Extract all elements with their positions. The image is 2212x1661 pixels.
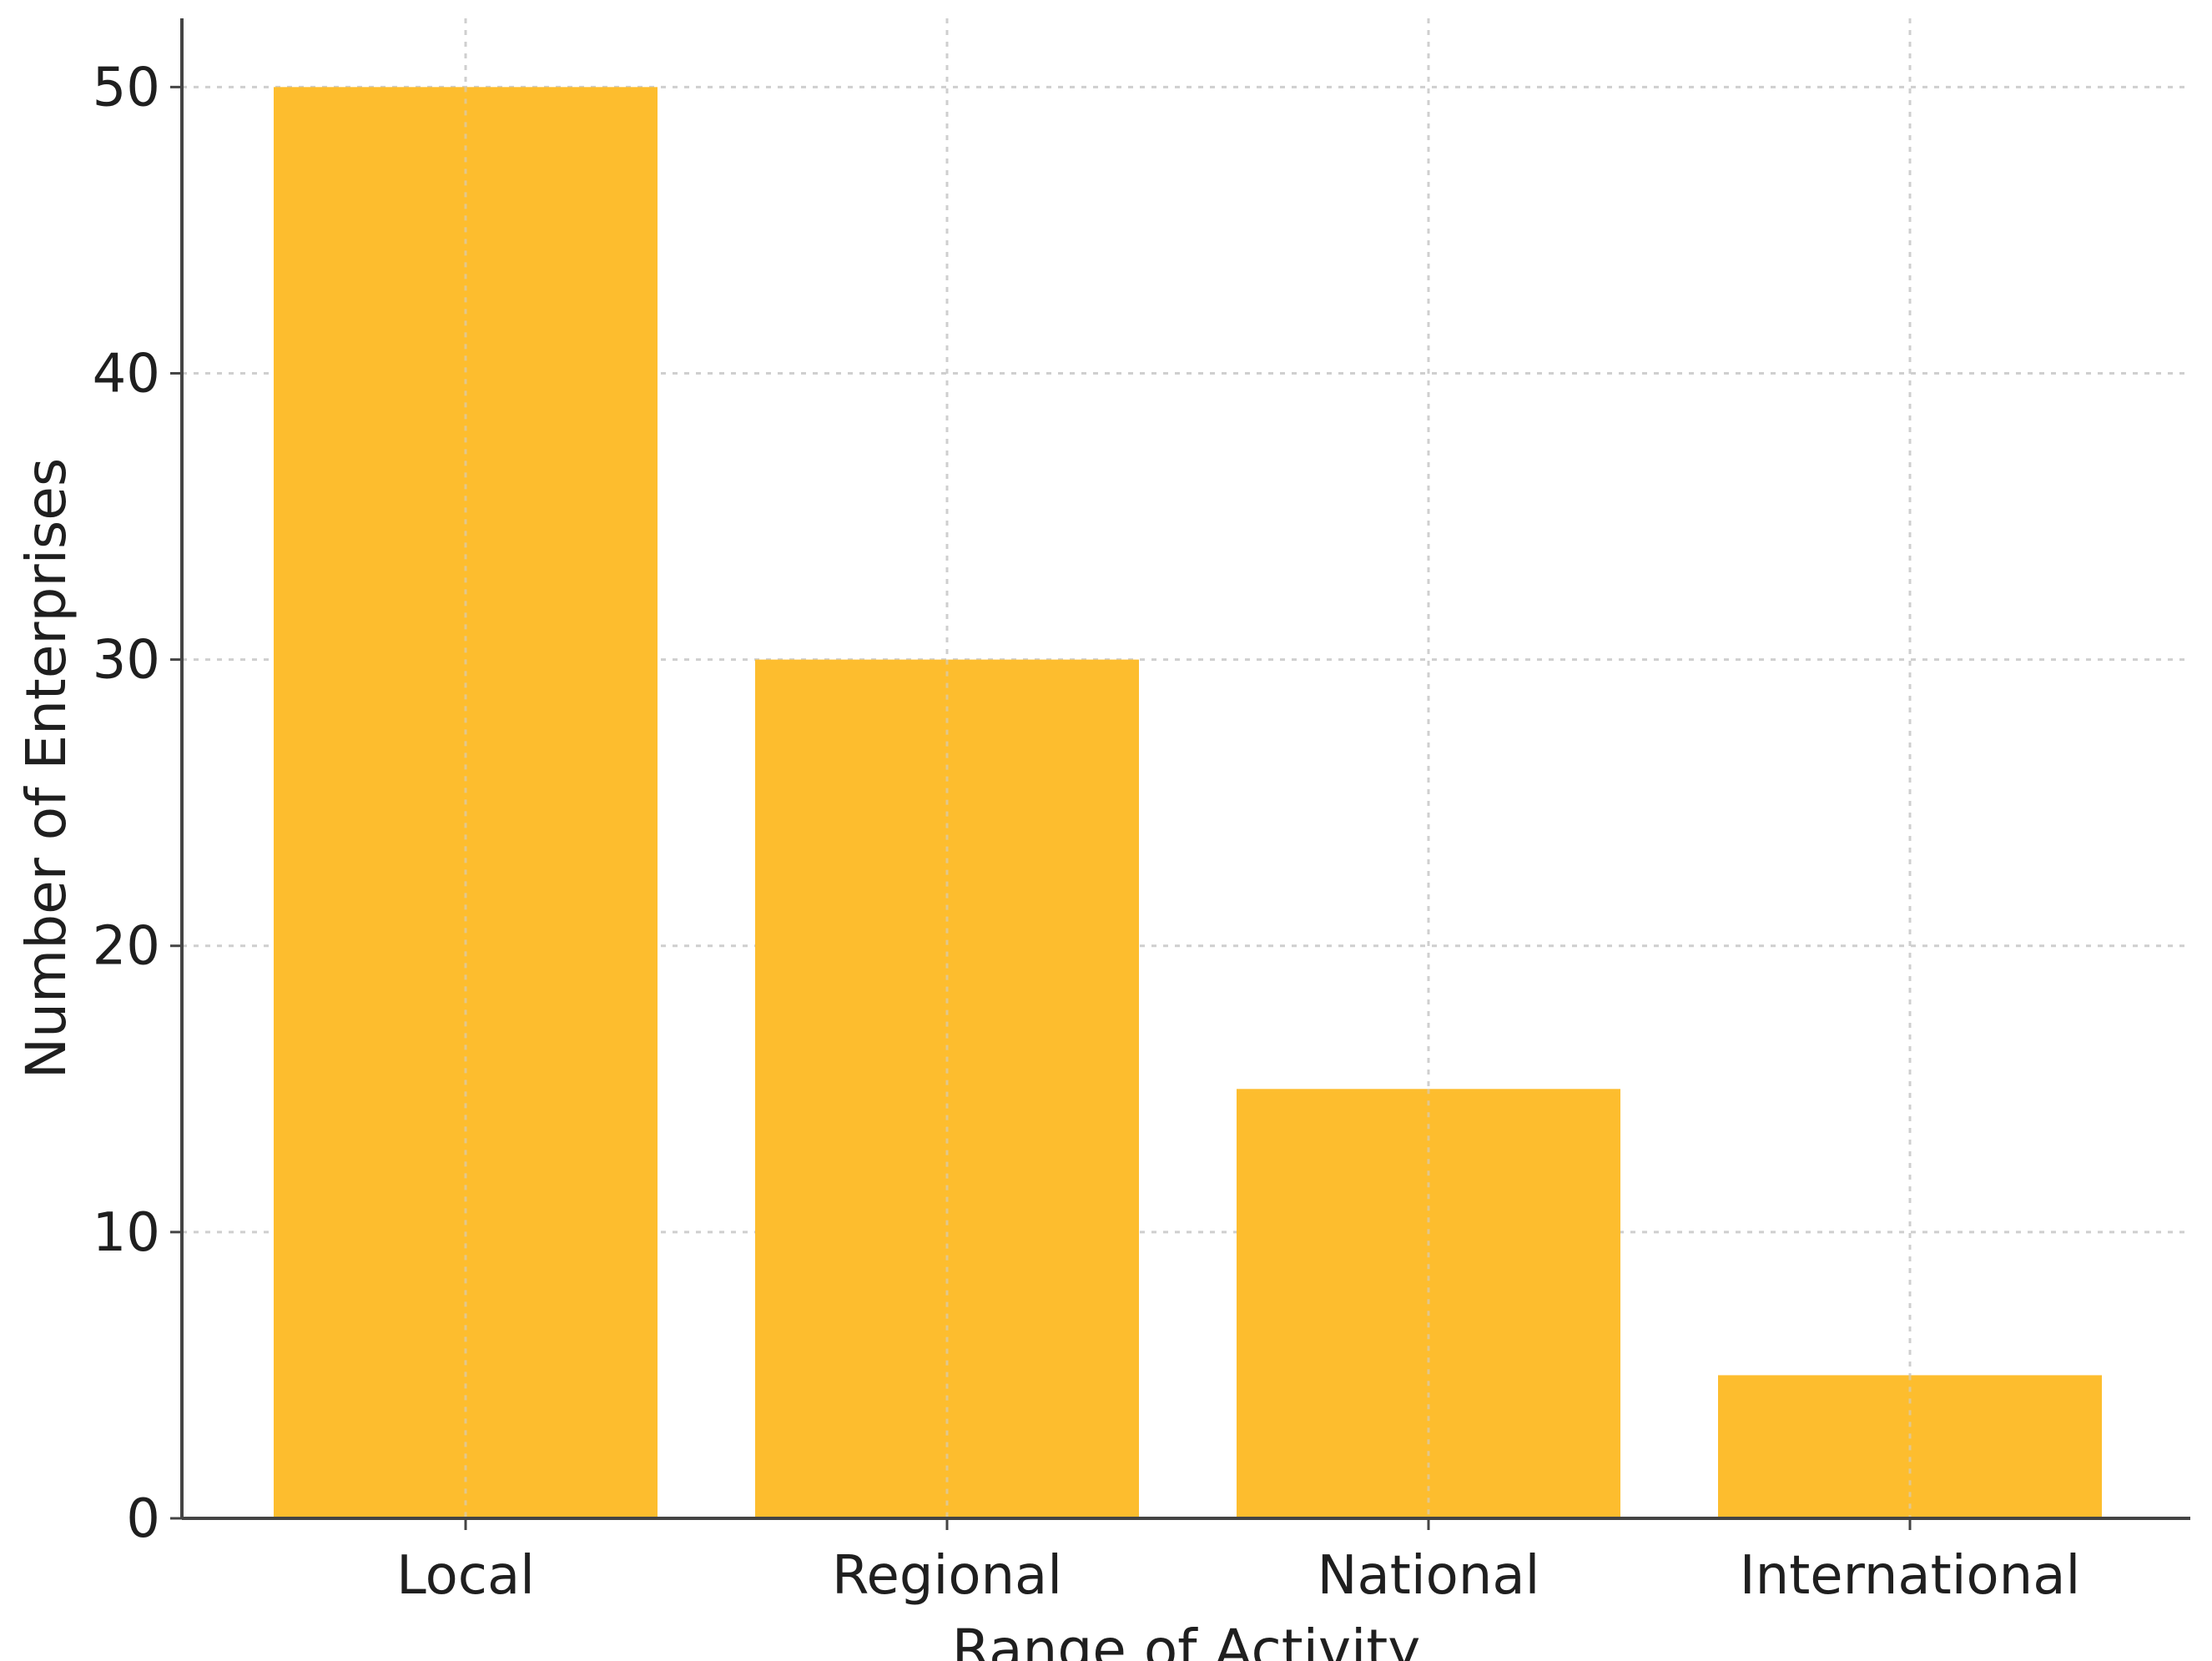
y-tick-label: 40 <box>93 343 160 405</box>
y-tick-label: 50 <box>93 57 160 118</box>
y-tick-label: 30 <box>93 630 160 692</box>
y-tick-label: 20 <box>93 916 160 978</box>
axes <box>170 18 2190 1530</box>
y-tick-label: 10 <box>93 1202 160 1264</box>
x-tick-label: National <box>1318 1545 1540 1607</box>
x-tick-label: International <box>1740 1545 2080 1607</box>
x-tick-label: Regional <box>832 1545 1062 1607</box>
x-tick-label: Local <box>396 1545 535 1607</box>
bars <box>274 87 2102 1519</box>
tick-labels: 0 10 20 30 40 50 Local Regional National Internat… <box>93 57 2081 1607</box>
y-tick-label: 0 <box>126 1488 160 1550</box>
y-axis-title: Number of Enterprises <box>14 458 78 1080</box>
x-axis-title: Range of Activity <box>952 1618 1421 1661</box>
